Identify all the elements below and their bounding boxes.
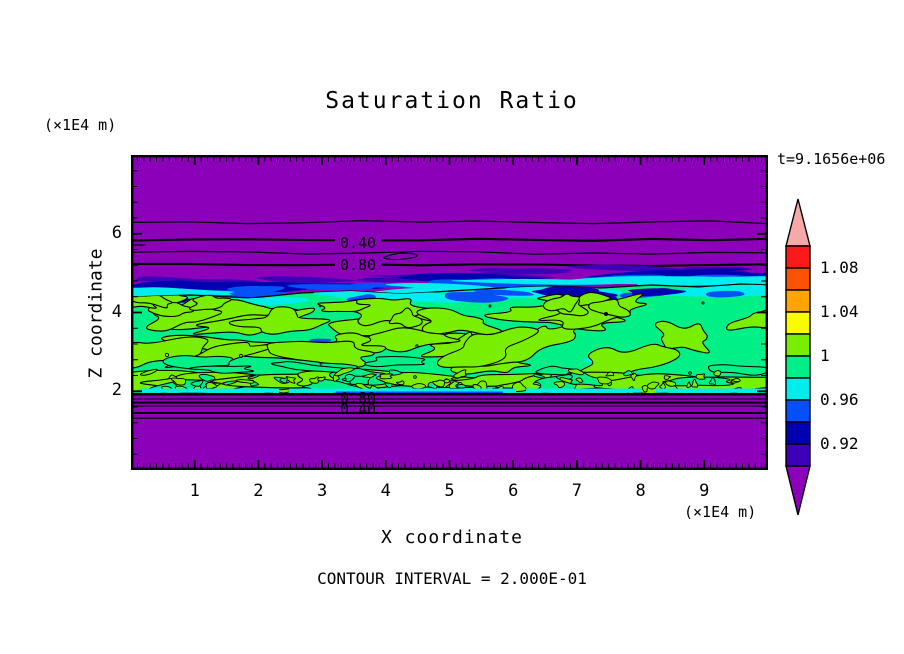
colorbar-cell	[785, 399, 811, 423]
y-axis-unit-label: (×1E4 m)	[44, 116, 117, 134]
contour-field: 0.400.800.800.40	[131, 219, 768, 419]
x-tick-label: 3	[316, 481, 328, 501]
x-tick-label: 1	[189, 481, 200, 501]
colorbar-cell	[785, 377, 811, 401]
colorbar-cell	[785, 289, 811, 313]
y-tick-label: 6	[111, 222, 122, 243]
colorbar-cell	[785, 355, 811, 379]
colorbar-cell	[785, 245, 811, 269]
y-tick-label: 4	[111, 301, 122, 322]
contour-interval-note: CONTOUR INTERVAL = 2.000E-01	[317, 569, 587, 588]
time-annotation: t=9.1656e+06	[777, 150, 886, 168]
colorbar-labels: 1.08 1.04 1 0.96 0.92	[820, 258, 859, 453]
chart-title: Saturation Ratio	[325, 88, 579, 114]
x-tick-label: 6	[508, 481, 519, 501]
plot-frame	[131, 155, 768, 470]
x-tick-label: 8	[635, 481, 646, 501]
x-axis-title: X coordinate	[380, 527, 524, 548]
x-tick-label: 2	[253, 481, 264, 501]
colorbar-cell	[785, 311, 811, 335]
x-tick-label: 7	[571, 481, 583, 501]
x-tick-label: 9	[699, 481, 710, 501]
bottom-cyan-strip	[139, 388, 768, 394]
svg-text:0.80: 0.80	[340, 256, 376, 274]
svg-text:0.80: 0.80	[340, 389, 376, 407]
colorbar-cell	[785, 333, 811, 357]
colorbar-label: 1.04	[820, 302, 859, 321]
svg-text:0.40: 0.40	[340, 400, 376, 418]
colorbar-label: 1	[820, 346, 830, 365]
upper-contour-labels: 0.40 0.80	[335, 234, 381, 274]
contour-plot-area: 0.400.800.800.40	[131, 155, 768, 470]
x-axis-unit-label: (×1E4 m)	[684, 503, 757, 521]
svg-text:0.40: 0.40	[340, 234, 376, 252]
lower-contour-lines	[131, 392, 768, 419]
colorbar-cell	[785, 267, 811, 291]
colorbar-cell	[785, 421, 811, 445]
colorbar-over-arrow	[785, 198, 811, 247]
colorbar-under-arrow	[785, 465, 811, 516]
colorbar: 1.08 1.04 1 0.96 0.92	[785, 198, 859, 516]
colorbar-cell	[785, 443, 811, 467]
colorbar-label: 0.96	[820, 390, 859, 409]
lower-contour-labels: 0.800.40	[340, 389, 376, 418]
colorbar-label: 0.92	[820, 434, 859, 453]
colorbar-label: 1.08	[820, 258, 859, 277]
y-tick-label: 2	[111, 380, 122, 401]
transition-streaks	[131, 264, 768, 300]
upper-contour-lines	[131, 219, 768, 267]
major-ticks	[133, 157, 766, 468]
x-tick-label: 5	[444, 481, 455, 501]
minor-ticks	[133, 157, 766, 468]
x-tick-label: 4	[380, 481, 391, 501]
